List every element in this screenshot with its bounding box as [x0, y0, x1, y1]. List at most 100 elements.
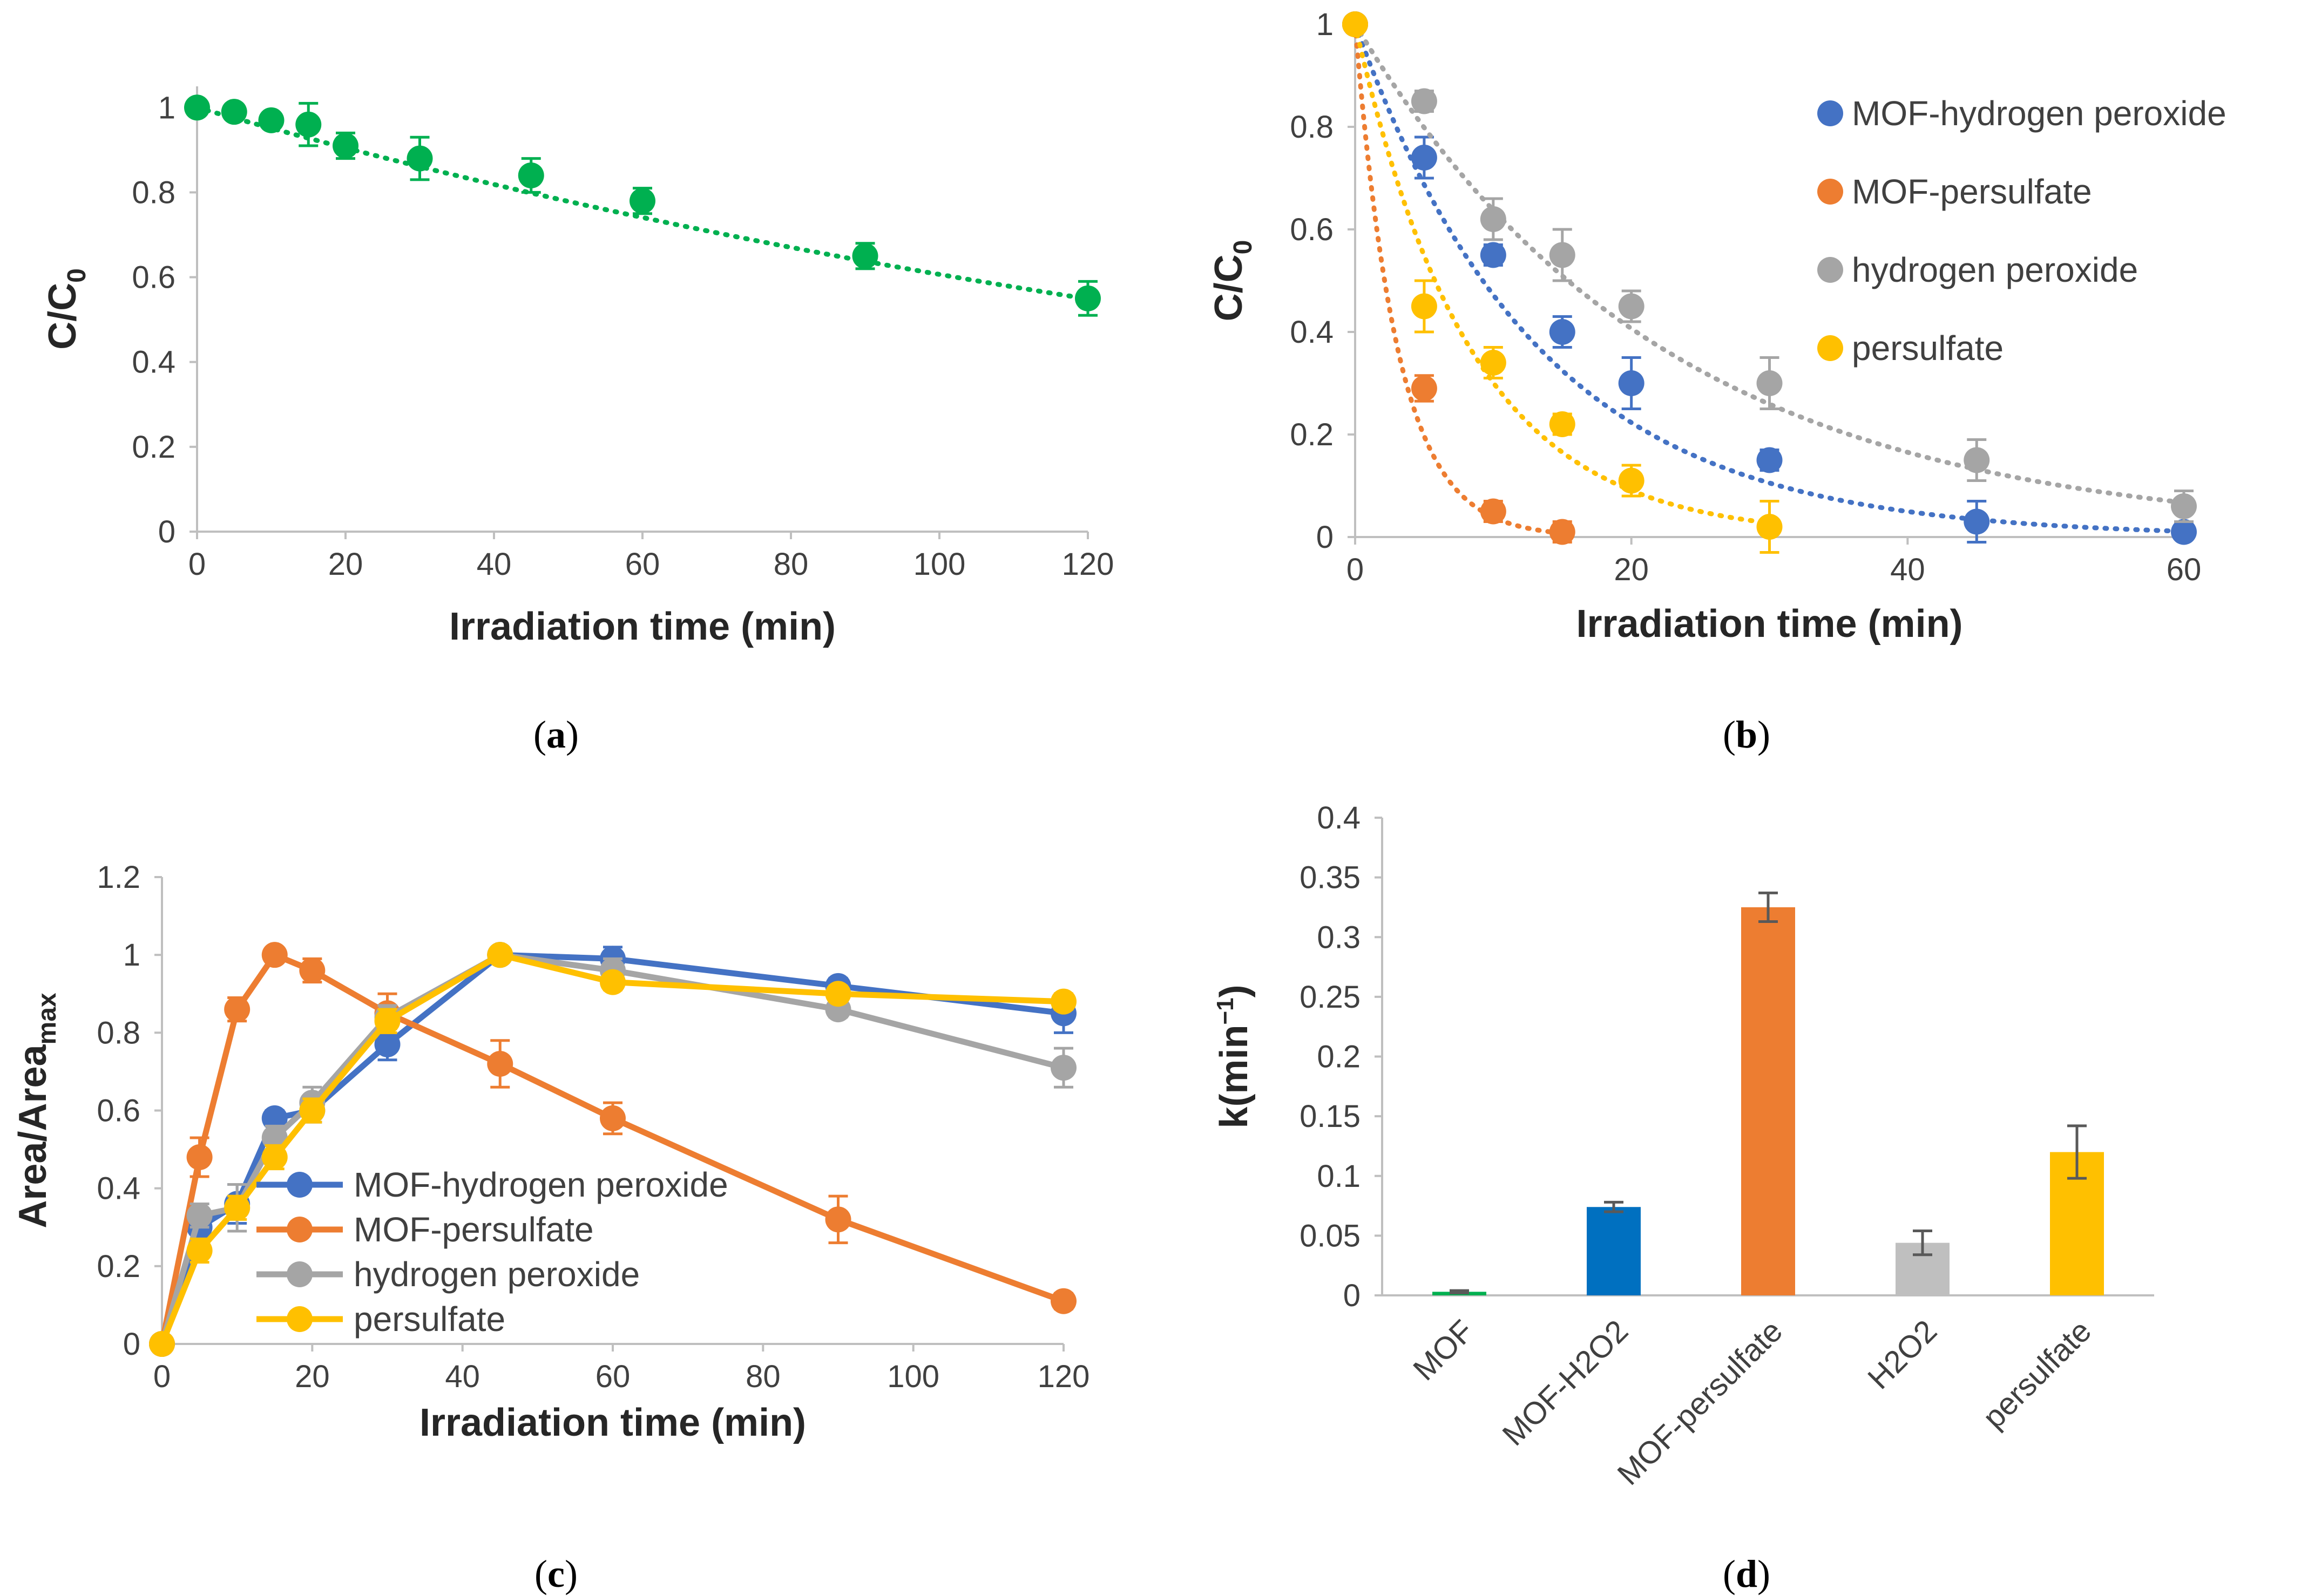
legend-marker [287, 1306, 313, 1332]
legend-item: MOF-persulfate [1817, 172, 2092, 211]
series-mof-hydrogen-peroxide [1342, 11, 2197, 545]
panel-a: 0 0.2 0.4 0.6 0.8 1 0 20 40 60 80 100 120 Irradiation… [41, 86, 1114, 756]
data-point [1480, 206, 1506, 232]
series-persulfate [1342, 11, 1783, 554]
bar [1741, 907, 1795, 1295]
series-persulfate [149, 942, 1077, 1357]
y-tick-label: 0.4 [97, 1171, 140, 1206]
legend-label: MOF-hydrogen peroxide [354, 1165, 728, 1204]
y-tick-label: 0.3 [1317, 920, 1361, 955]
legend-label: persulfate [1852, 329, 2004, 368]
x-axis-title: Irradiation time (min) [1576, 602, 1962, 646]
trendline [1352, 22, 1772, 526]
data-point [1051, 1055, 1077, 1081]
y-tick-label: 0.6 [97, 1094, 140, 1129]
y-axis-title: Area/Areamax [11, 993, 62, 1228]
caption-close: ) [1757, 713, 1770, 756]
y-tick-label: 0.4 [1290, 315, 1334, 350]
y-tick-label: 0.2 [97, 1249, 140, 1284]
legend-marker [1817, 257, 1843, 283]
data-point [825, 981, 851, 1007]
x-category-label: H2O2 [1861, 1313, 1944, 1396]
caption-open: ( [533, 713, 546, 756]
legend-item: persulfate [1817, 329, 2004, 368]
caption-close: ) [565, 1552, 578, 1595]
y-axis-title-main: k(min [1213, 1025, 1256, 1129]
panel-d: 00.050.10.150.20.250.30.350.4k(min−1)(d)… [1212, 800, 2154, 1595]
data-point [186, 1144, 213, 1170]
trendline [1352, 22, 1565, 536]
y-tick-label: 0.25 [1300, 980, 1361, 1015]
x-tick-label: 60 [2167, 552, 2202, 587]
series-mof [184, 94, 1101, 317]
x-tick-label: 0 [1346, 552, 1364, 587]
series-mof-persulfate [1342, 11, 1575, 545]
panel-b: 0 0.2 0.4 0.6 0.8 1 0 20 40 60 Irradiation time (m… [1207, 7, 2226, 756]
y-axis-title-close: ) [1213, 984, 1256, 997]
x-tick-label: 20 [1614, 552, 1649, 587]
data-point [2171, 519, 2197, 545]
data-point [1411, 293, 1437, 320]
y-tick-label: 0.2 [1290, 417, 1334, 452]
x-axis-title: Irradiation time (min) [449, 605, 836, 648]
data-point [184, 94, 210, 121]
y-tick-label: 0.4 [132, 345, 175, 380]
caption-letter: c [547, 1552, 565, 1595]
caption-close: ) [1757, 1552, 1770, 1595]
y-axis-title-superscript: −1 [1212, 997, 1239, 1024]
y-tick-label: 1.2 [97, 860, 140, 895]
legend-marker [287, 1172, 313, 1198]
data-point [1411, 88, 1437, 114]
legend-label: MOF-persulfate [1852, 172, 2092, 211]
data-point [487, 942, 513, 968]
series-line [159, 952, 1065, 1345]
y-tick-label: 0.8 [97, 1015, 140, 1050]
bar-group: persulfate [1976, 1124, 2104, 1435]
y-tick-label: 0.4 [1317, 800, 1361, 836]
data-point [1075, 285, 1101, 311]
data-point [224, 996, 251, 1023]
y-tick-label: 0.8 [1290, 110, 1334, 145]
data-point [374, 1008, 401, 1034]
legend-item: MOF-persulfate [256, 1210, 594, 1249]
series-hydrogen-peroxide [1342, 11, 2197, 523]
data-point [852, 243, 878, 269]
y-tick-label: 0.8 [132, 175, 175, 210]
y-tick-label: 0.6 [1290, 212, 1334, 247]
data-point [1549, 519, 1575, 545]
y-tick-label: 0.35 [1300, 860, 1361, 895]
legend-marker [287, 1261, 313, 1287]
x-tick-label: 60 [625, 547, 660, 582]
y-axis-title: C/C0 [1207, 240, 1257, 322]
data-point [186, 1238, 213, 1264]
data-point [261, 942, 288, 968]
x-tick-label: 120 [1062, 547, 1114, 582]
y-tick-label: 0.15 [1300, 1099, 1361, 1134]
legend-marker [1817, 179, 1843, 205]
legend-label: MOF-persulfate [354, 1210, 594, 1249]
data-point [1549, 242, 1575, 268]
panel-caption: (d) [1723, 1552, 1770, 1595]
caption-letter: d [1736, 1552, 1757, 1595]
x-category-label: MOF-persulfate [1610, 1313, 1789, 1492]
x-tick-label: 40 [477, 547, 512, 582]
data-point [333, 133, 358, 159]
caption-letter: a [546, 713, 566, 756]
x-category-label: MOF-H2O2 [1495, 1313, 1635, 1452]
data-point [1756, 514, 1783, 540]
y-axis-title-main: C/C [41, 283, 84, 350]
y-tick-label: 0 [1316, 520, 1334, 555]
legend-marker [287, 1217, 313, 1242]
data-point [1618, 370, 1644, 396]
caption-open: ( [1723, 1552, 1736, 1595]
data-point [299, 1097, 326, 1124]
x-axis-title: Irradiation time (min) [419, 1401, 806, 1444]
data-point [600, 969, 626, 995]
data-point [1411, 375, 1437, 402]
y-tick-label: 0.6 [132, 260, 175, 295]
bar-group: MOF-persulfate [1610, 891, 1795, 1492]
caption-letter: b [1736, 713, 1757, 756]
y-axis-title: k(min−1) [1212, 984, 1256, 1128]
data-point [487, 1051, 513, 1077]
